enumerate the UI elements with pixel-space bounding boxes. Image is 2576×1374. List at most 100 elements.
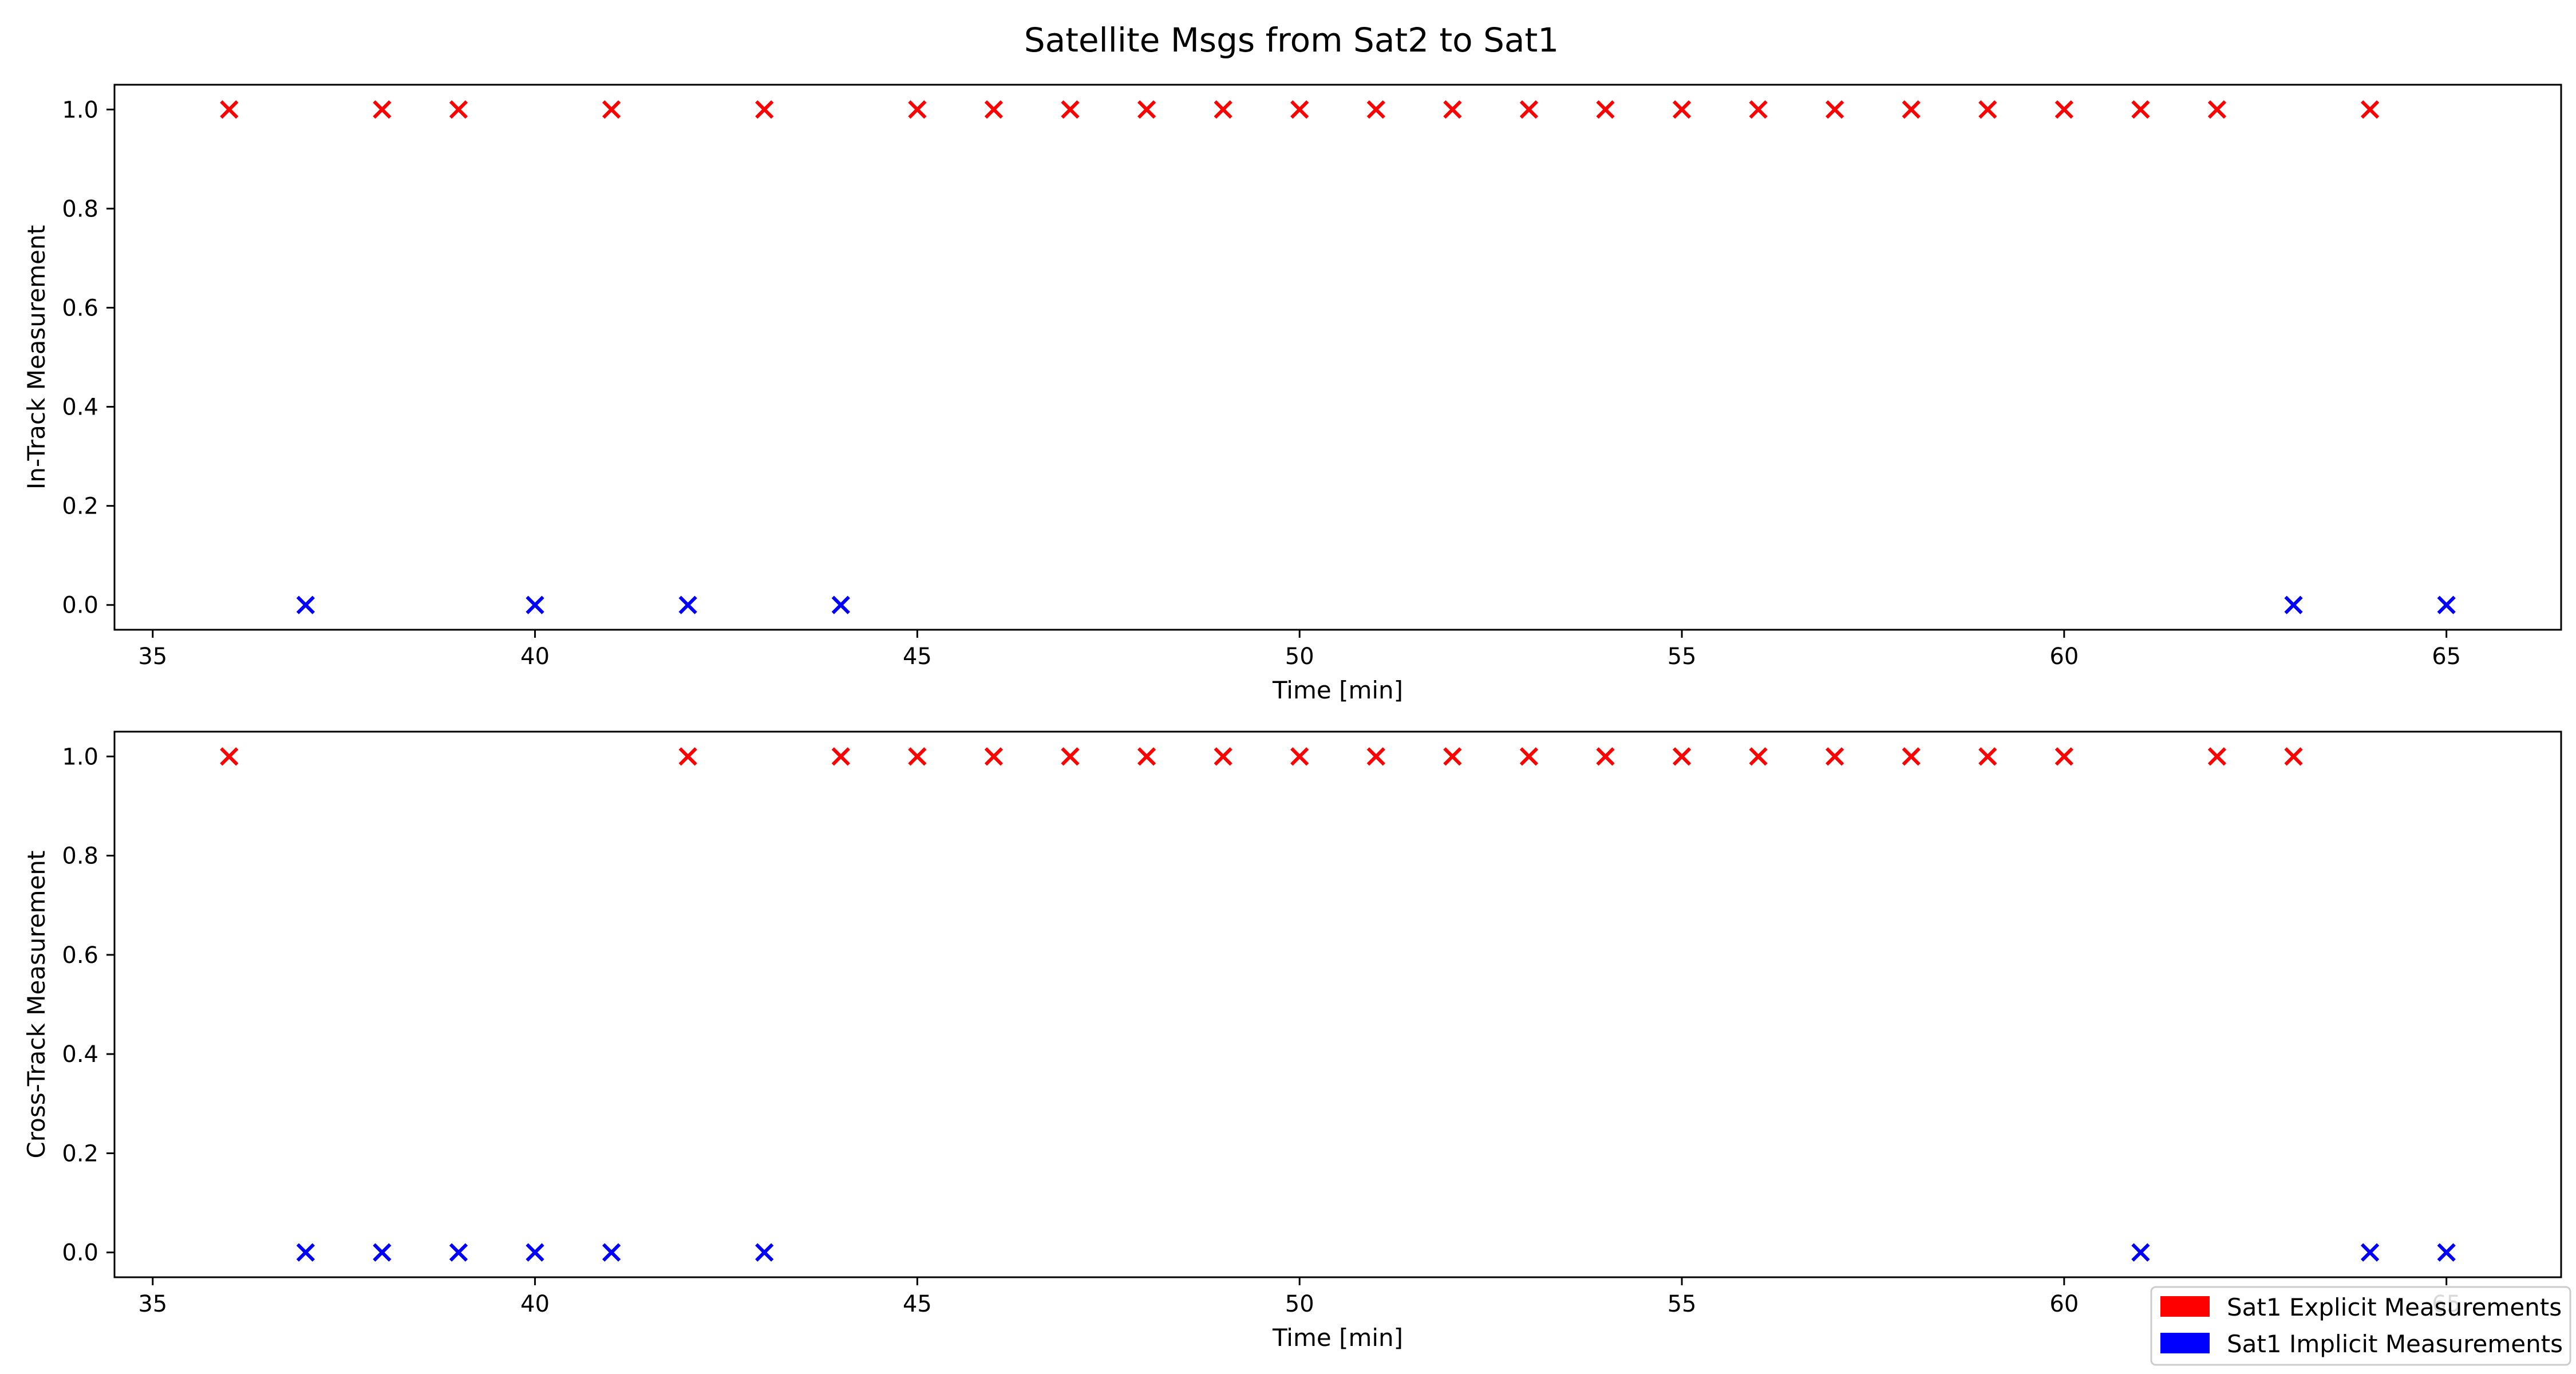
explicit-point: [1672, 100, 1692, 119]
explicit-point: [908, 747, 927, 766]
explicit-point: [831, 747, 850, 766]
explicit-point: [449, 100, 468, 119]
explicit-point: [2284, 747, 2303, 766]
y-tick-label: 0.6: [62, 942, 98, 969]
explicit-point: [755, 100, 774, 119]
explicit-point: [1749, 747, 1768, 766]
legend-swatch-explicit: [2160, 1296, 2210, 1317]
x-tick-label: 55: [1668, 1291, 1697, 1317]
x-tick-label: 60: [2049, 643, 2079, 670]
explicit-point: [1366, 747, 1385, 766]
x-tick-label: 50: [1285, 1291, 1314, 1317]
implicit-point: [296, 595, 315, 614]
y-tick-label: 0.4: [62, 1041, 98, 1068]
explicit-point: [1366, 100, 1385, 119]
explicit-point: [908, 100, 927, 119]
explicit-point: [1902, 747, 1921, 766]
x-tick-label: 45: [903, 1291, 932, 1317]
legend-frame: [2150, 1286, 2571, 1366]
explicit-point: [2055, 747, 2073, 766]
explicit-point: [984, 747, 1003, 766]
explicit-point: [2360, 100, 2380, 119]
legend-label-implicit: Sat1 Implicit Measurements: [2227, 1330, 2563, 1358]
x-tick-label: 35: [138, 1291, 167, 1317]
explicit-point: [2207, 747, 2227, 766]
x-tick-label: 40: [520, 643, 550, 670]
implicit-point: [755, 1243, 774, 1262]
y-tick-label: 0.2: [62, 493, 98, 520]
explicit-point: [1596, 100, 1615, 119]
y-tick-label: 1.0: [62, 97, 98, 123]
implicit-point: [2437, 595, 2456, 614]
explicit-point: [1214, 747, 1232, 766]
explicit-point: [1902, 100, 1921, 119]
explicit-point: [984, 100, 1003, 119]
figure-title: Satellite Msgs from Sat2 to Sat1: [1024, 21, 1559, 60]
explicit-point: [1290, 747, 1309, 766]
x-axis-label: Time [min]: [1272, 1324, 1403, 1352]
implicit-point: [678, 595, 697, 614]
implicit-point: [526, 1243, 544, 1262]
y-tick-label: 0.6: [62, 295, 98, 321]
explicit-point: [220, 100, 239, 119]
explicit-point: [1290, 100, 1309, 119]
x-tick-label: 45: [903, 643, 932, 670]
legend-label-explicit: Sat1 Explicit Measurements: [2227, 1293, 2562, 1321]
x-tick-label: 65: [2432, 643, 2461, 670]
y-tick-label: 0.0: [62, 1240, 98, 1266]
explicit-point: [1596, 747, 1615, 766]
plot-frame: [113, 84, 2562, 631]
x-tick-label: 60: [2049, 1291, 2079, 1317]
legend-swatch-implicit: [2160, 1333, 2210, 1353]
explicit-point: [1978, 100, 1997, 119]
implicit-point: [373, 1243, 392, 1262]
explicit-point: [1672, 747, 1692, 766]
y-tick-label: 0.0: [62, 593, 98, 619]
y-axis-label: Cross-Track Measurement: [22, 850, 50, 1158]
implicit-point: [2360, 1243, 2380, 1262]
explicit-point: [1061, 100, 1080, 119]
explicit-point: [1061, 747, 1080, 766]
legend: Sat1 Explicit Measurements Sat1 Implicit…: [2150, 1286, 2571, 1366]
implicit-point: [602, 1243, 621, 1262]
y-tick-label: 0.4: [62, 394, 98, 421]
x-axis-label: Time [min]: [1272, 676, 1403, 704]
implicit-point: [526, 595, 544, 614]
subplot-in-track: 35 40 45 50 55 60 65 0.0 0.2 0.4 0.6 0.8 1.0 Time [mi…: [22, 84, 2562, 704]
explicit-point: [1749, 100, 1768, 119]
implicit-point: [296, 1243, 315, 1262]
explicit-point: [1978, 747, 1997, 766]
explicit-point: [1443, 747, 1462, 766]
explicit-point: [1519, 747, 1539, 766]
explicit-point: [220, 747, 239, 766]
implicit-point: [2131, 1243, 2150, 1262]
explicit-point: [373, 100, 392, 119]
explicit-point: [2055, 100, 2073, 119]
implicit-point: [831, 595, 850, 614]
plot-frame: [113, 731, 2562, 1278]
explicit-point: [2131, 100, 2150, 119]
y-tick-label: 0.8: [62, 196, 98, 222]
explicit-point: [1826, 747, 1844, 766]
y-tick-label: 0.2: [62, 1140, 98, 1167]
explicit-point: [602, 100, 621, 119]
x-tick-label: 50: [1285, 643, 1314, 670]
explicit-point: [2207, 100, 2227, 119]
implicit-point: [2284, 595, 2303, 614]
explicit-point: [1443, 100, 1462, 119]
explicit-point: [1826, 100, 1844, 119]
x-tick-label: 40: [520, 1291, 550, 1317]
implicit-point: [2437, 1243, 2456, 1262]
x-tick-label: 55: [1668, 643, 1697, 670]
x-tick-label: 35: [138, 643, 167, 670]
y-tick-label: 0.8: [62, 843, 98, 870]
explicit-point: [678, 747, 697, 766]
y-axis-label: In-Track Measurement: [22, 225, 50, 489]
explicit-point: [1519, 100, 1539, 119]
y-tick-label: 1.0: [62, 744, 98, 770]
explicit-point: [1214, 100, 1232, 119]
explicit-point: [1137, 100, 1156, 119]
implicit-point: [449, 1243, 468, 1262]
explicit-point: [1137, 747, 1156, 766]
